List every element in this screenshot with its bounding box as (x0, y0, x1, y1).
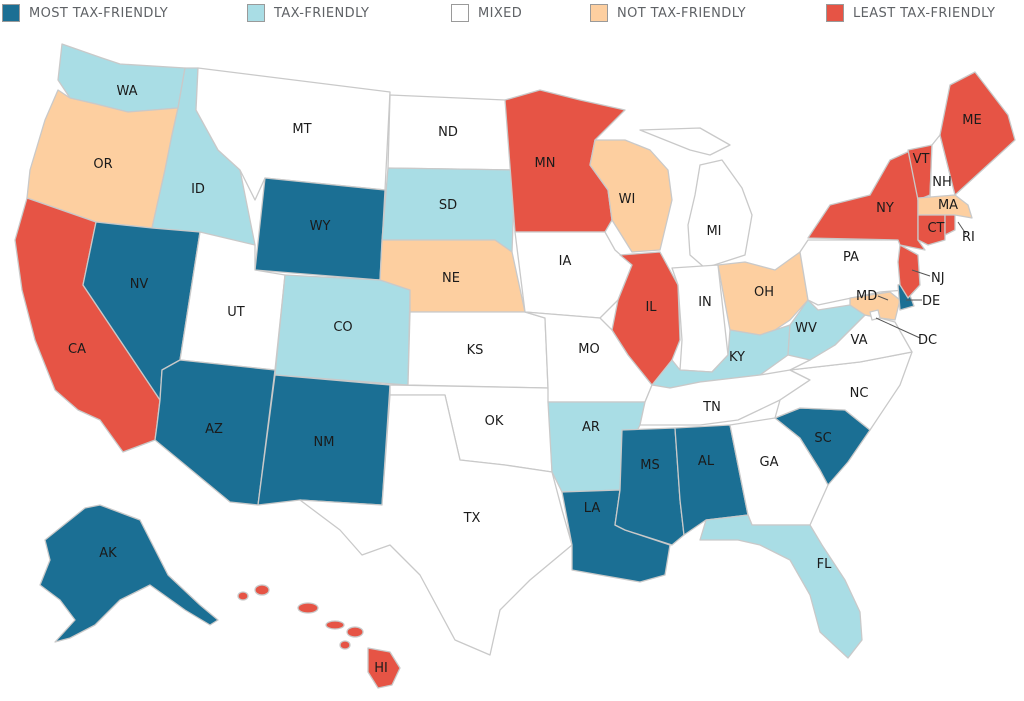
label-al: AL (698, 454, 715, 469)
label-ct: CT (927, 221, 944, 236)
legend-label-tax: TAX-FRIENDLY (274, 5, 370, 21)
legend-label-least: LEAST TAX-FRIENDLY (853, 5, 996, 21)
label-nv: NV (130, 277, 149, 292)
label-nm: NM (314, 435, 335, 450)
state-mt[interactable] (195, 67, 391, 201)
label-mo: MO (578, 342, 599, 357)
label-sc: SC (814, 431, 831, 446)
label-ak: AK (99, 546, 117, 561)
label-nd: ND (438, 125, 458, 140)
label-ia: IA (559, 254, 572, 269)
label-pa: PA (843, 250, 859, 265)
state-mi[interactable] (639, 127, 753, 269)
map-legend: MOST TAX-FRIENDLY TAX-FRIENDLY MIXED NOT… (0, 0, 1024, 26)
label-tx: TX (463, 511, 481, 526)
state-dc[interactable] (869, 309, 881, 321)
label-wa: WA (116, 84, 137, 99)
state-labels: WA OR CA ID NV MT WY UT AZ CO NM ND SD N… (68, 84, 982, 676)
state-wi[interactable] (589, 139, 673, 253)
label-va: VA (851, 333, 868, 348)
legend-item-mixed: MIXED (451, 3, 522, 23)
legend-label-mixed: MIXED (478, 5, 523, 21)
label-or: OR (93, 157, 112, 172)
label-ms: MS (640, 458, 659, 473)
label-nj: NJ (931, 271, 945, 286)
label-wv: WV (795, 321, 817, 336)
state-md[interactable] (849, 291, 901, 321)
label-dc: DC (918, 333, 937, 348)
state-ak[interactable] (39, 504, 219, 643)
label-wy: WY (310, 219, 331, 234)
legend-label-most: MOST TAX-FRIENDLY (29, 5, 169, 21)
label-tn: TN (702, 400, 721, 415)
label-vt: VT (913, 152, 930, 167)
label-ky: KY (729, 350, 745, 365)
state-ri[interactable] (944, 214, 956, 236)
label-md: MD (856, 289, 877, 304)
label-ks: KS (467, 343, 484, 358)
label-mt: MT (292, 122, 311, 137)
label-ok: OK (485, 414, 504, 429)
label-co: CO (333, 320, 352, 335)
state-fl[interactable] (699, 514, 863, 659)
label-in: IN (698, 295, 712, 310)
label-nc: NC (850, 386, 869, 401)
label-oh: OH (754, 285, 774, 300)
legend-swatch-mixed (451, 4, 469, 22)
label-mn: MN (535, 156, 556, 171)
legend-item-least-tax-friendly: LEAST TAX-FRIENDLY (826, 3, 995, 23)
legend-item-most-tax-friendly: MOST TAX-FRIENDLY (2, 3, 168, 23)
legend-item-not-tax-friendly: NOT TAX-FRIENDLY (590, 3, 746, 23)
label-sd: SD (439, 198, 457, 213)
legend-item-tax-friendly: TAX-FRIENDLY (247, 3, 369, 23)
label-hi: HI (374, 661, 388, 676)
state-ny[interactable] (807, 149, 926, 251)
label-ca: CA (68, 342, 86, 357)
legend-swatch-tax (247, 4, 265, 22)
legend-swatch-most (2, 4, 20, 22)
label-wi: WI (619, 192, 636, 207)
label-fl: FL (817, 557, 832, 572)
label-az: AZ (205, 422, 223, 437)
state-nj[interactable] (897, 244, 921, 299)
label-ar: AR (582, 420, 600, 435)
label-ga: GA (760, 455, 779, 470)
label-de: DE (922, 294, 940, 309)
label-ma: MA (938, 198, 958, 213)
state-ms[interactable] (614, 427, 685, 546)
label-me: ME (962, 113, 981, 128)
state-in[interactable] (671, 264, 729, 373)
label-ut: UT (227, 305, 245, 320)
label-ri: RI (962, 230, 975, 245)
state-ky[interactable] (651, 324, 791, 389)
label-ne: NE (442, 271, 460, 286)
state-ct[interactable] (917, 214, 946, 246)
label-il: IL (645, 300, 657, 315)
label-ny: NY (876, 201, 894, 216)
legend-swatch-not (590, 4, 608, 22)
label-nh: NH (932, 175, 952, 190)
state-ia[interactable] (514, 231, 633, 319)
label-mi: MI (706, 224, 721, 239)
label-id: ID (191, 182, 205, 197)
state-hi[interactable] (237, 584, 401, 689)
state-tx[interactable] (299, 394, 573, 656)
legend-label-not: NOT TAX-FRIENDLY (617, 5, 746, 21)
legend-swatch-least (826, 4, 844, 22)
label-la: LA (584, 501, 601, 516)
